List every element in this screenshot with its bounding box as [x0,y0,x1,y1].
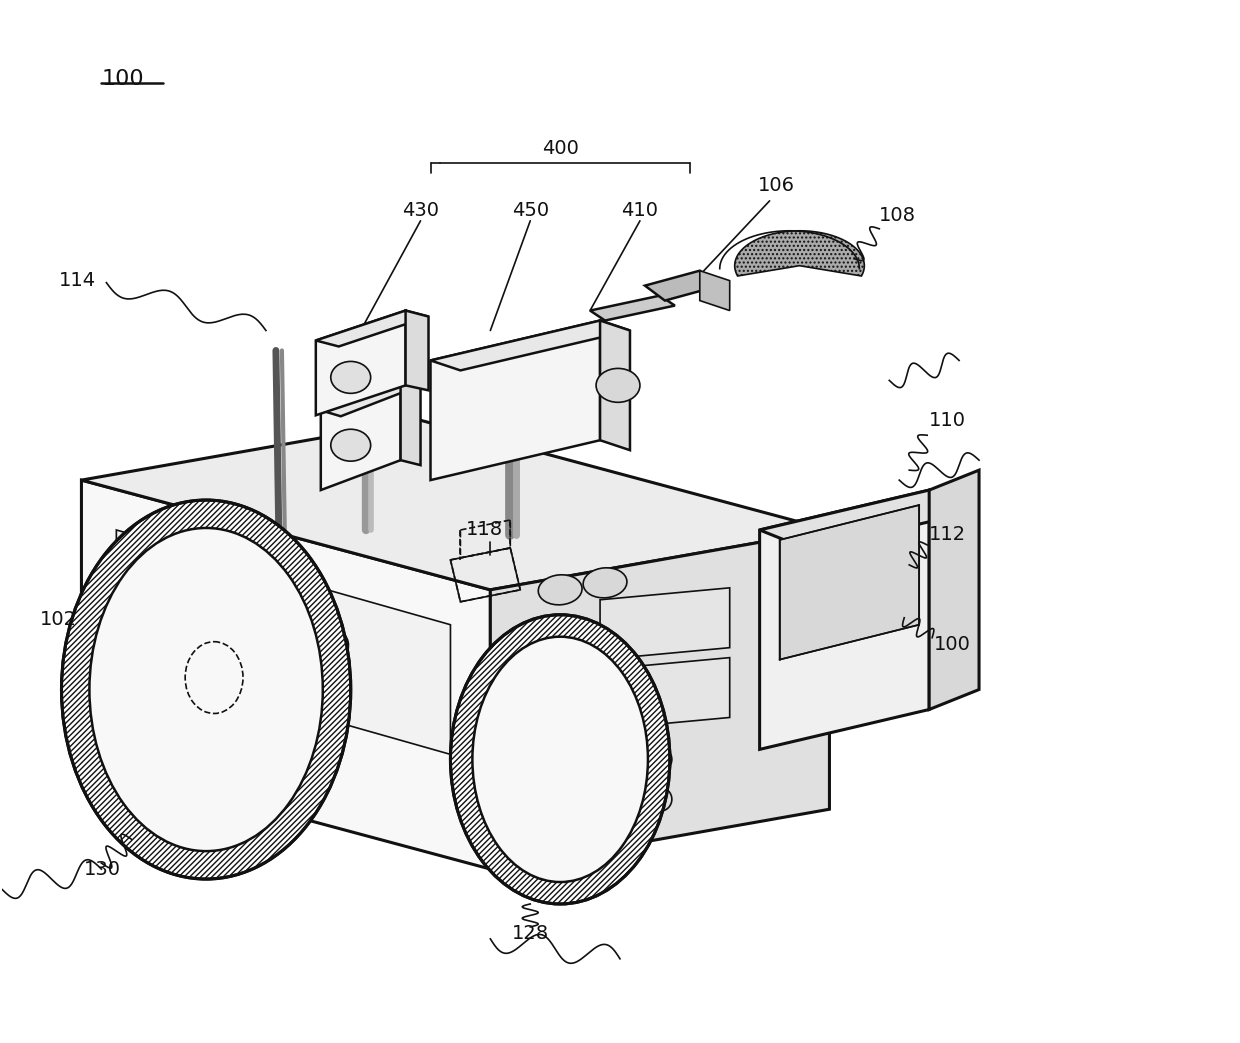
Text: 100: 100 [102,69,144,90]
Polygon shape [430,320,630,370]
Text: 102: 102 [40,610,77,629]
Ellipse shape [331,362,371,393]
Polygon shape [590,295,675,320]
Ellipse shape [649,748,672,772]
Polygon shape [117,530,450,754]
Text: 114: 114 [60,271,97,290]
Text: 108: 108 [879,207,916,225]
Polygon shape [600,658,729,729]
Text: 410: 410 [621,201,658,220]
Polygon shape [82,420,830,590]
Ellipse shape [331,430,371,461]
Polygon shape [760,490,980,550]
Polygon shape [405,311,429,390]
Polygon shape [401,381,420,465]
Ellipse shape [649,787,672,811]
Text: 450: 450 [512,201,549,220]
Text: 110: 110 [929,411,966,430]
Ellipse shape [89,528,322,851]
Polygon shape [600,320,630,451]
Polygon shape [780,505,919,659]
Polygon shape [600,588,729,659]
Ellipse shape [583,567,627,598]
Ellipse shape [184,587,239,632]
Polygon shape [321,381,401,490]
Ellipse shape [450,614,670,904]
Ellipse shape [293,626,348,670]
Polygon shape [430,320,600,480]
Ellipse shape [538,575,582,605]
Ellipse shape [472,636,649,882]
Ellipse shape [62,500,351,879]
Text: 430: 430 [402,201,439,220]
Polygon shape [645,271,719,300]
Text: 400: 400 [542,140,579,159]
Polygon shape [82,480,490,869]
Polygon shape [735,231,864,276]
Polygon shape [699,271,729,311]
Polygon shape [490,530,830,869]
Polygon shape [316,311,405,415]
Polygon shape [321,381,420,416]
Text: 106: 106 [758,176,795,195]
Text: 130: 130 [83,859,120,878]
Text: 112: 112 [929,526,966,544]
Text: 100: 100 [934,635,971,654]
Text: 128: 128 [512,924,549,944]
Polygon shape [316,311,429,346]
Polygon shape [760,490,929,749]
Polygon shape [929,470,980,709]
Text: 118: 118 [465,520,502,539]
Ellipse shape [596,368,640,403]
